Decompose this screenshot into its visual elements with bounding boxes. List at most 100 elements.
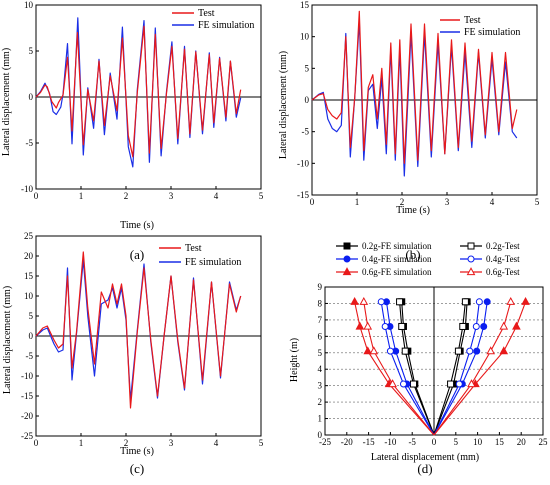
x-tick-label-c-0: 0 (34, 438, 39, 448)
x-tick-label-d-10: 25 (539, 437, 549, 447)
legend-marker-d-4 (342, 267, 352, 276)
y-tick-label-b-6: 15 (300, 0, 310, 10)
legend-marker-d-5 (466, 267, 476, 276)
legend-b: Test FE simulation (440, 15, 520, 38)
chart-b: (b) Time (s) Lateral displacement (mm) T… (278, 0, 540, 262)
legend-marker-d-2 (343, 255, 351, 263)
y-tick-label-c-4: -5 (26, 351, 34, 361)
chart-c: (c) Time (s) Lateral displacement (mm) T… (2, 231, 264, 476)
y-tick-label-b-4: 5 (305, 63, 310, 73)
profile-point-5-right-1 (467, 379, 476, 388)
profile-point-4-right-2 (499, 346, 509, 355)
legend-label-test-c: Test (185, 243, 202, 254)
panel-label-c: (c) (130, 461, 144, 476)
y-tick-label-b-5: 10 (300, 32, 310, 42)
x-tick-label-b-3: 3 (445, 197, 450, 207)
panel-label-a: (a) (130, 247, 144, 262)
x-tick-label-d-4: -5 (408, 437, 416, 447)
chart-a: (a) Time (s) Lateral displacement (mm) T… (1, 0, 264, 262)
profile-point-1-right-4 (461, 298, 469, 306)
x-tick-label-c-1: 1 (79, 438, 84, 448)
profile-point-4-right-3 (512, 321, 521, 330)
x-tick-label-d-8: 15 (495, 437, 505, 447)
profile-point-5-left-1 (388, 379, 397, 388)
y-tick-label-c-5: 0 (29, 331, 34, 341)
x-tick-label-a-2: 2 (124, 191, 129, 201)
x-tick-label-c-4: 4 (214, 438, 219, 448)
x-tick-label-a-5: 5 (259, 191, 264, 201)
x-tick-label-a-1: 1 (79, 191, 84, 201)
profile-point-1-right-2 (454, 347, 462, 355)
y-tick-label-d-6: 6 (318, 331, 323, 341)
y-tick-label-a-3: 5 (29, 46, 34, 56)
profile-point-5-left-4 (359, 296, 369, 305)
profile-point-4-left-4 (350, 296, 359, 305)
profile-point-1-left-1 (410, 380, 418, 388)
x-tick-label-d-9: 20 (517, 437, 527, 447)
x-tick-label-a-0: 0 (34, 191, 39, 201)
y-axis-label-b: Lateral displacement (mm) (278, 51, 289, 159)
profile-point-5-left-2 (369, 346, 379, 355)
x-tick-label-c-2: 2 (124, 438, 129, 448)
x-axis-label-d: Lateral displacement (mm) (371, 452, 479, 463)
legend-label-test-a: Test (198, 8, 215, 19)
y-tick-label-c-6: 5 (29, 311, 34, 321)
profile-point-2-right-4 (483, 298, 491, 306)
profile-point-3-right-1 (455, 380, 463, 388)
profile-point-1-left-3 (398, 322, 406, 330)
y-tick-label-c-3: -10 (21, 371, 33, 381)
y-tick-label-b-0: -15 (297, 190, 309, 200)
x-tick-label-b-1: 1 (355, 197, 360, 207)
y-tick-label-d-3: 3 (318, 381, 323, 391)
y-tick-label-d-9: 9 (318, 282, 323, 292)
x-tick-label-a-3: 3 (169, 191, 174, 201)
legend-marker-d-0 (343, 242, 351, 250)
y-tick-label-b-3: 0 (305, 95, 310, 105)
panel-label-d: (d) (417, 461, 432, 476)
x-tick-label-c-3: 3 (169, 438, 174, 448)
profile-point-1-right-3 (459, 322, 467, 330)
profile-point-5-left-3 (363, 321, 373, 330)
profile-point-3-right-4 (475, 298, 483, 306)
y-tick-label-c-7: 10 (24, 291, 34, 301)
y-axis-label-d: Height (m) (289, 338, 300, 382)
x-tick-label-d-0: -25 (319, 437, 331, 447)
x-tick-label-d-7: 10 (473, 437, 483, 447)
legend-label-fe-b: FE simulation (464, 27, 520, 38)
series-line-test-c (35, 251, 242, 409)
profile-point-5-right-2 (486, 346, 496, 355)
series-line-fe-simulation-a (35, 17, 242, 168)
legend-marker-d-3 (467, 255, 475, 263)
profile-point-1-right-1 (447, 380, 455, 388)
profile-point-1-left-4 (396, 298, 404, 306)
profile-point-4-left-3 (355, 321, 365, 330)
legend-marker-d-1 (467, 242, 475, 250)
legend-label-fe-c: FE simulation (185, 257, 241, 268)
y-tick-label-c-0: -25 (21, 431, 33, 441)
x-tick-label-a-4: 4 (214, 191, 219, 201)
profile-point-3-left-2 (386, 347, 394, 355)
x-tick-label-d-3: -10 (384, 437, 396, 447)
y-tick-label-a-1: -5 (26, 138, 34, 148)
y-axis-label-c: Lateral displacement (mm) (2, 286, 13, 394)
profile-point-3-left-4 (377, 298, 385, 306)
x-axis-label-c: Time (s) (120, 446, 154, 457)
y-tick-label-d-8: 8 (318, 298, 323, 308)
y-tick-label-d-1: 1 (318, 414, 323, 424)
legend-label-d-2: 0.4g-FE simulation (362, 254, 432, 264)
y-tick-label-d-7: 7 (318, 315, 323, 325)
y-tick-label-b-1: -10 (297, 158, 309, 168)
profile-line-4-right (433, 301, 527, 436)
y-tick-label-c-2: -15 (21, 391, 33, 401)
profile-point-3-left-3 (381, 322, 389, 330)
profile-point-5-right-3 (499, 321, 509, 330)
x-axis-label-a: Time (s) (120, 220, 154, 231)
panel-label-b: (b) (405, 247, 420, 262)
y-tick-label-a-2: 0 (29, 92, 34, 102)
legend-c: Test FE simulation (159, 243, 241, 268)
y-tick-label-d-5: 5 (318, 348, 323, 358)
profile-point-1-left-2 (401, 347, 409, 355)
y-tick-label-c-10: 25 (24, 231, 34, 241)
y-tick-label-c-1: -20 (21, 411, 33, 421)
legend-label-fe-a: FE simulation (198, 20, 254, 31)
